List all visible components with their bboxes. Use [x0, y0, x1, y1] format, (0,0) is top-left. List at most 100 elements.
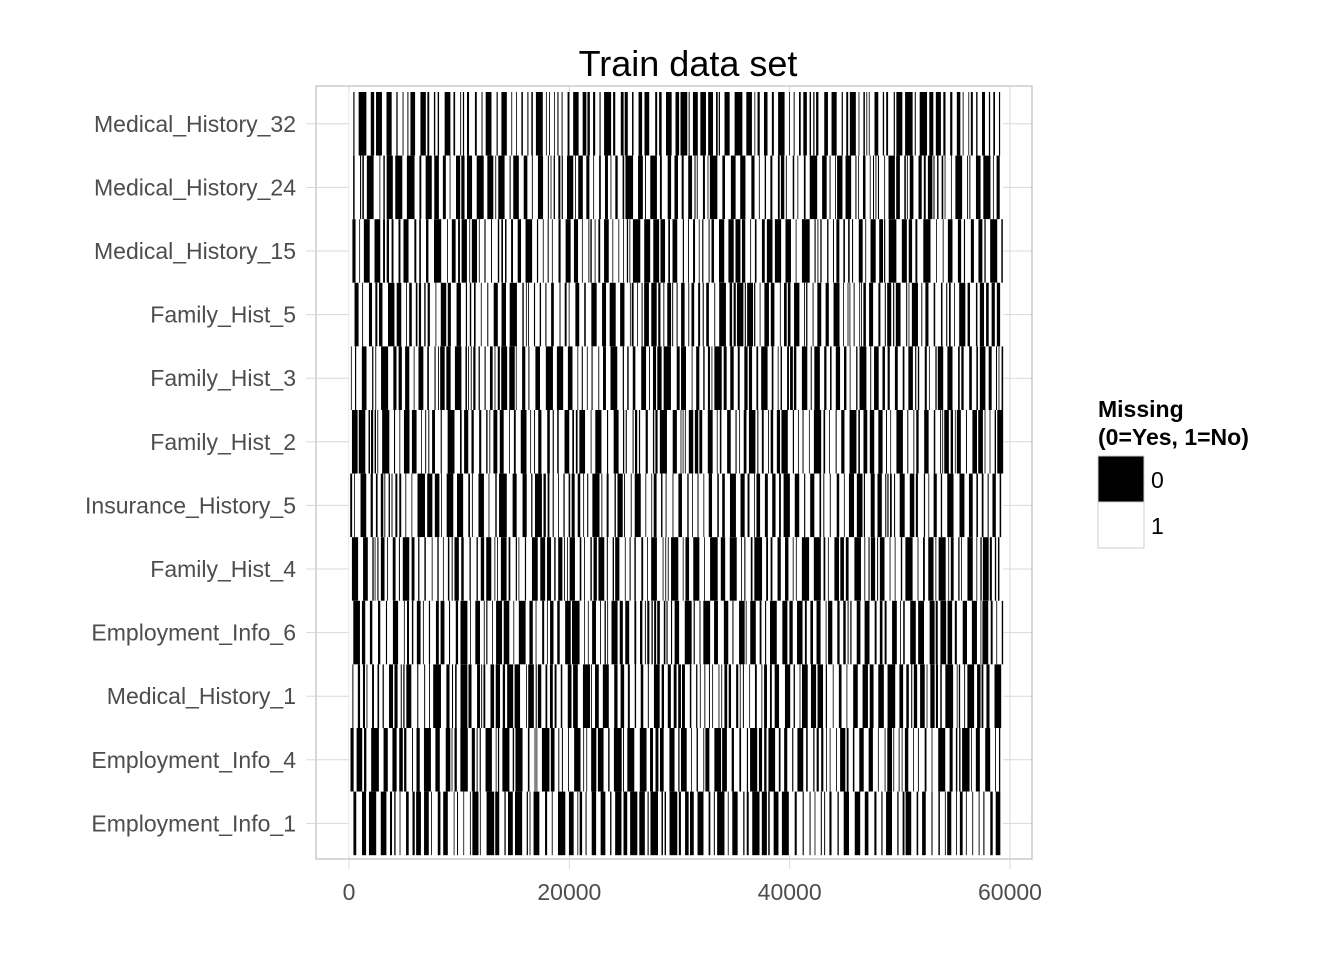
heatmap-cell-missing: [396, 282, 402, 347]
heatmap-cell-missing: [843, 791, 849, 856]
heatmap-cell-missing: [354, 282, 359, 347]
heatmap-cell-missing: [947, 473, 954, 538]
heatmap-cell-missing: [471, 410, 474, 474]
heatmap-cell-missing: [889, 537, 891, 601]
heatmap-cell-missing: [557, 92, 559, 156]
heatmap-cell-missing: [964, 664, 966, 728]
heatmap-cell-missing: [654, 600, 657, 665]
heatmap-cell-missing: [756, 473, 761, 538]
heatmap-cell-missing: [797, 155, 799, 220]
heatmap-cell-missing: [836, 728, 837, 792]
heatmap-cell-missing: [384, 473, 386, 538]
heatmap-cell-missing: [967, 537, 973, 601]
heatmap-cell-missing: [885, 473, 887, 538]
heatmap-cell-missing: [608, 728, 610, 792]
heatmap-cell-missing: [862, 155, 866, 220]
heatmap-cell-missing: [693, 537, 700, 601]
heatmap-cell-missing: [707, 155, 709, 220]
heatmap-cell-missing: [868, 537, 870, 601]
heatmap-cell-missing: [610, 346, 618, 410]
heatmap-cell-missing: [940, 664, 942, 728]
heatmap-cell-missing: [440, 346, 445, 410]
heatmap-cell-missing: [653, 664, 660, 728]
heatmap-cell-missing: [495, 728, 497, 792]
heatmap-cell-missing: [640, 664, 644, 728]
x-tick-label: 60000: [978, 879, 1042, 905]
heatmap-cell-missing: [958, 537, 960, 601]
heatmap-cell-missing: [770, 537, 773, 601]
heatmap-cell-missing: [975, 282, 978, 347]
heatmap-cell-missing: [667, 155, 672, 220]
heatmap-cell-missing: [986, 664, 990, 728]
heatmap-cell-missing: [418, 346, 424, 410]
heatmap-cell-missing: [630, 791, 638, 856]
heatmap-cell-missing: [547, 155, 549, 220]
heatmap-cell-missing: [774, 219, 782, 283]
heatmap-cell-missing: [774, 664, 780, 728]
heatmap-cell-missing: [922, 791, 926, 856]
heatmap-cell-missing: [575, 410, 578, 474]
heatmap-cell-missing: [493, 282, 498, 347]
heatmap-cell-missing: [620, 664, 625, 728]
heatmap-cell-missing: [1001, 600, 1004, 665]
heatmap-cell-missing: [529, 791, 531, 856]
heatmap-cell-missing: [443, 791, 448, 856]
heatmap-cell-missing: [376, 92, 382, 156]
heatmap-cell-missing: [848, 219, 850, 283]
heatmap-cell-missing: [979, 346, 986, 410]
heatmap-cell-missing: [924, 346, 927, 410]
heatmap-cell-missing: [437, 92, 440, 156]
heatmap-cell-missing: [935, 600, 938, 665]
heatmap-cell-missing: [381, 346, 389, 410]
heatmap-cell-missing: [886, 92, 889, 156]
heatmap-cell-missing: [660, 219, 666, 283]
heatmap-cell-missing: [454, 728, 457, 792]
heatmap-cell-missing: [551, 219, 553, 283]
heatmap-cell-missing: [533, 282, 536, 347]
heatmap-cell-missing: [434, 219, 442, 283]
heatmap-cell-missing: [667, 537, 669, 601]
heatmap-cell-missing: [846, 92, 849, 156]
heatmap-cell-missing: [840, 537, 844, 601]
heatmap-cell-missing: [409, 282, 412, 347]
y-tick-label: Family_Hist_3: [150, 365, 296, 391]
heatmap-cell-missing: [983, 791, 985, 856]
heatmap-cell-missing: [497, 537, 498, 601]
heatmap-cell-missing: [417, 473, 425, 538]
heatmap-cell-missing: [797, 600, 803, 665]
heatmap-cell-missing: [517, 219, 522, 283]
heatmap-cell-missing: [733, 282, 736, 347]
heatmap-cell-missing: [518, 600, 526, 665]
heatmap-cell-missing: [746, 791, 749, 856]
heatmap-cell-missing: [972, 410, 977, 474]
heatmap-cell-missing: [573, 664, 578, 728]
heatmap-cell-missing: [586, 346, 588, 410]
heatmap-cell-missing: [793, 346, 797, 410]
heatmap-cell-missing: [722, 473, 725, 538]
heatmap-cell-missing: [812, 282, 814, 347]
heatmap-cell-missing: [770, 282, 775, 347]
heatmap-cell-missing: [545, 346, 553, 410]
heatmap-cell-missing: [477, 664, 481, 728]
heatmap-cell-missing: [403, 410, 410, 474]
heatmap-cell-missing: [440, 282, 447, 347]
heatmap-cell-missing: [632, 219, 641, 283]
heatmap-cell-missing: [682, 410, 684, 474]
heatmap-cell-missing: [959, 282, 966, 347]
heatmap-cell-missing: [989, 537, 992, 601]
heatmap-cell-missing: [947, 219, 953, 283]
heatmap-cell-missing: [829, 791, 832, 856]
heatmap-cell-missing: [442, 155, 446, 220]
heatmap-cell-missing: [743, 791, 745, 856]
heatmap-cell-missing: [512, 728, 515, 792]
heatmap-cell-missing: [797, 728, 804, 792]
heatmap-cell-missing: [814, 346, 820, 410]
heatmap-cell-missing: [793, 92, 795, 156]
heatmap-cell-missing: [630, 473, 632, 538]
heatmap-cell-missing: [554, 537, 556, 601]
heatmap-cell-missing: [956, 791, 957, 856]
heatmap-cell-missing: [734, 92, 743, 156]
heatmap-cell-missing: [944, 791, 946, 856]
heatmap-cell-missing: [968, 92, 970, 156]
heatmap-cell-missing: [990, 219, 998, 283]
